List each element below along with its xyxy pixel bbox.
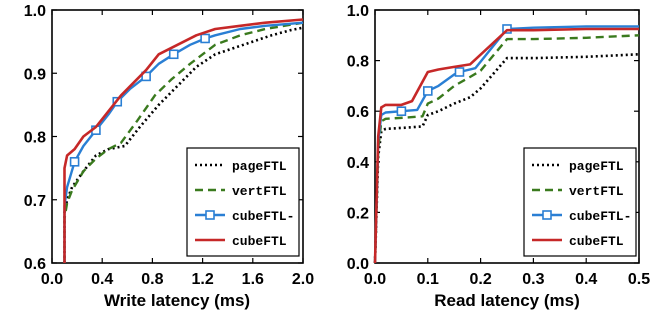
read-latency-cdf-panel: Read latency (ms) 0.0 0.1 0.2 0.3 0.4 0.5 0.0 0… bbox=[347, 3, 650, 310]
plot-frame bbox=[374, 9, 640, 264]
legend: pageFTL vertFTL cubeFTL- cubeFTL bbox=[186, 147, 300, 257]
series-marker-cubeftl-minus bbox=[396, 106, 407, 116]
x-tick-label: 0.3 bbox=[522, 271, 544, 288]
y-tick-label: 0.9 bbox=[24, 66, 46, 83]
legend: pageFTL vertFTL cubeFTL- cubeFTL bbox=[523, 147, 637, 257]
y-tick-label: 0.2 bbox=[347, 205, 369, 222]
series-line-cubeftl bbox=[63, 18, 304, 263]
legend-label-cubeftl: cubeFTL bbox=[232, 234, 287, 249]
series-marker-cubeftl-minus bbox=[454, 67, 465, 77]
series-line-vertftl bbox=[63, 21, 304, 263]
legend-label-cubeftl-minus: cubeFTL- bbox=[232, 209, 294, 224]
x-tick-label: 1.6 bbox=[242, 271, 264, 288]
series-line-cubeftl-minus bbox=[373, 25, 639, 264]
legend-marker-cubeftl-minus bbox=[542, 210, 552, 220]
y-tick-label: 1.0 bbox=[24, 3, 46, 20]
x-tick-label: 0.2 bbox=[469, 271, 491, 288]
x-tick-label: 0.1 bbox=[417, 271, 439, 288]
x-tick-label: 0.4 bbox=[575, 271, 597, 288]
legend-label-pageftl: pageFTL bbox=[569, 159, 624, 174]
x-tick-label: 0.5 bbox=[628, 271, 650, 288]
x-tick-label: 0.0 bbox=[41, 271, 63, 288]
y-tick-label: 0.6 bbox=[24, 256, 46, 273]
y-tick-label: 0.0 bbox=[347, 256, 369, 273]
legend-label-cubeftl-minus: cubeFTL- bbox=[569, 209, 631, 224]
x-axis-title: Write latency (ms) bbox=[104, 291, 250, 310]
y-tick-label: 0.8 bbox=[347, 54, 369, 71]
legend-label-cubeftl: cubeFTL bbox=[569, 234, 624, 249]
series-marker-cubeftl-minus bbox=[422, 86, 433, 96]
legend-label-vertftl: vertFTL bbox=[569, 184, 624, 199]
x-tick-label: 0.4 bbox=[91, 271, 113, 288]
x-tick-label: 1.2 bbox=[191, 271, 213, 288]
series-line-vertftl bbox=[373, 34, 640, 264]
write-latency-cdf-panel: Write latency (ms) 0.0 0.4 0.8 1.2 1.6 2.0 0.6… bbox=[24, 3, 314, 310]
series-marker-cubeftl-minus bbox=[200, 33, 210, 44]
legend-label-vertftl: vertFTL bbox=[232, 184, 287, 199]
series-line-pageftl bbox=[63, 26, 304, 263]
y-tick-label: 0.8 bbox=[24, 130, 46, 147]
legend-label-pageftl: pageFTL bbox=[232, 159, 287, 174]
x-tick-label: 0.8 bbox=[141, 271, 163, 288]
series-marker-cubeftl-minus bbox=[69, 157, 80, 167]
y-tick-label: 0.6 bbox=[347, 104, 369, 121]
y-tick-label: 1.0 bbox=[347, 3, 369, 20]
series-marker-cubeftl-minus bbox=[168, 49, 179, 60]
x-axis-title: Read latency (ms) bbox=[434, 291, 580, 310]
legend-marker-cubeftl-minus bbox=[205, 210, 215, 220]
x-tick-label: 0.0 bbox=[364, 271, 386, 288]
y-tick-label: 0.7 bbox=[24, 193, 46, 210]
x-tick-label: 2.0 bbox=[292, 271, 314, 288]
series-marker-cubeftl-minus bbox=[141, 71, 151, 82]
y-tick-label: 0.4 bbox=[347, 155, 369, 172]
series-line-cubeftl bbox=[373, 27, 639, 264]
